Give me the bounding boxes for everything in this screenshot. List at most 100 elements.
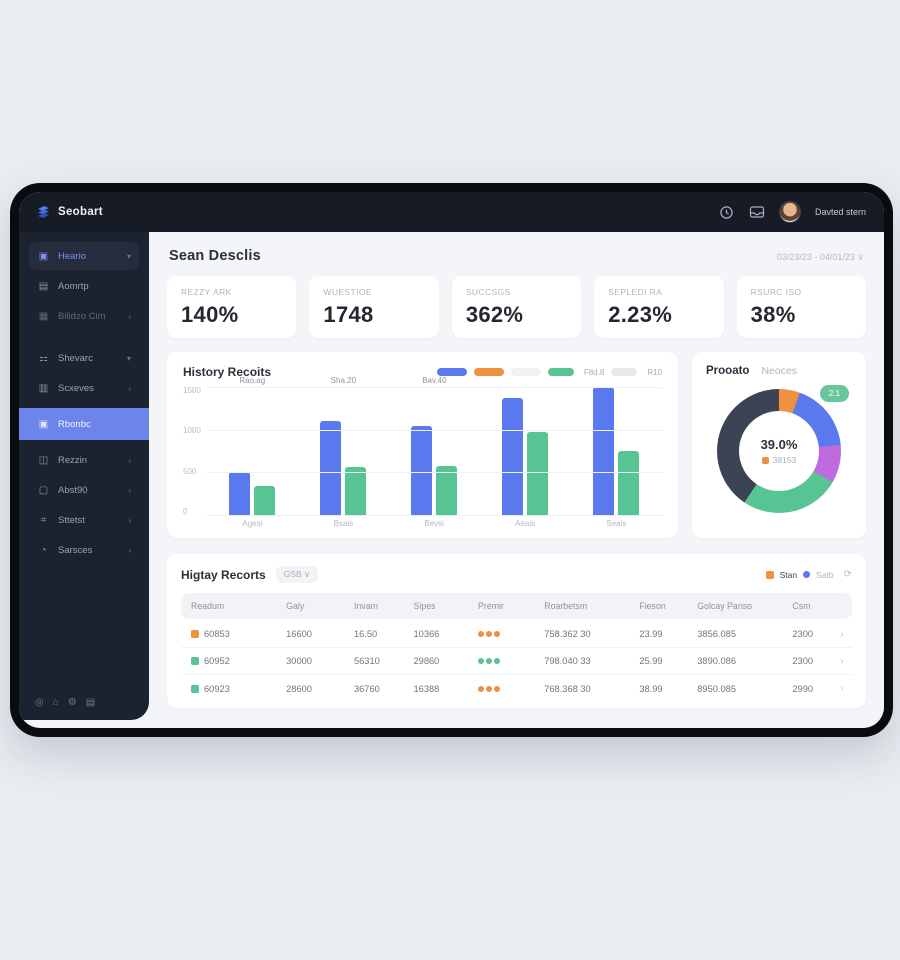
cell-value: 8950.085 <box>697 683 737 694</box>
dot <box>478 685 485 692</box>
column-header: Premir <box>478 601 504 611</box>
legend-pill <box>547 368 574 376</box>
sidebar-item-dashboard[interactable]: ▣ Heario ▾ <box>29 242 139 270</box>
table-legend-label: Stan <box>779 569 798 580</box>
cell-value: 798.040 33 <box>544 656 591 666</box>
main-content: Sean Desclis 03/23/23 - 04/01/23 ∨ REZZY… <box>149 232 884 728</box>
row-chevron-icon[interactable]: › <box>840 628 844 640</box>
sidebar-item-label: Shevarc <box>58 352 93 364</box>
bar-blue-series[interactable] <box>502 398 524 515</box>
table-legend-label: Satb <box>816 569 834 580</box>
table-title: Higtay Recorts <box>181 567 266 582</box>
table-row[interactable]: 60853 16600 16.50 10366 758.362 30 23.99 3856.… <box>181 621 852 648</box>
table-row[interactable]: 60923 28600 36760 16388 768.368 30 38.99 8950.… <box>181 675 852 702</box>
sidebar-item-label: Rezzin <box>58 454 88 466</box>
stat-card-4[interactable]: RSURC ISO 38% <box>736 276 867 338</box>
date-range-picker[interactable]: 03/23/23 - 04/01/23 ∨ <box>776 252 864 262</box>
sidebar-item-statistics[interactable]: ⌗ Sttetst › <box>29 506 139 534</box>
donut-tab-inactive[interactable]: Neoces <box>761 365 798 377</box>
table-row[interactable]: 60952 30000 56310 29860 798.040 33 25.99 3890.… <box>181 648 852 675</box>
sidebar-item-services[interactable]: ◔ Sarsces › <box>29 536 139 564</box>
donut-badge: 2.1 <box>819 385 849 402</box>
sidebar-item-files[interactable]: ◫ Rezzin › <box>29 446 139 474</box>
chevron-icon: › <box>128 311 131 321</box>
documents-icon: ▢ <box>38 484 49 496</box>
cell-value: 3856.085 <box>697 629 737 639</box>
table-legend-square-icon <box>765 570 774 579</box>
inbox-icon[interactable] <box>749 204 765 220</box>
cell-value: 29860 <box>413 656 440 666</box>
search-icon[interactable]: ◎ <box>35 697 44 708</box>
cell-value: 758.362 30 <box>544 629 591 639</box>
cell-id: 60853 <box>181 629 276 639</box>
cell-id: 60923 <box>181 684 276 694</box>
column-header: Fieson <box>639 601 666 611</box>
refresh-icon[interactable]: ⟳ <box>843 569 852 580</box>
clock-icon[interactable] <box>719 204 735 220</box>
dot <box>478 658 485 664</box>
sidebar-item-label: Abst90 <box>58 484 88 496</box>
dot <box>486 685 493 692</box>
sidebar-item-label: Scxeves <box>58 382 94 394</box>
stat-card-0[interactable]: REZZY ARK 140% <box>167 276 297 338</box>
bar-green-series[interactable] <box>254 486 276 515</box>
cell-value: 38.99 <box>639 683 663 694</box>
bar-blue-series[interactable] <box>229 472 251 515</box>
column-header: Readum <box>191 601 225 611</box>
sidebar-item-label: Heario <box>58 250 86 262</box>
sidebar-item-share[interactable]: ⚏ Shevarc ▾ <box>29 344 139 372</box>
bar-green-series[interactable] <box>436 465 458 515</box>
table-filter-dropdown[interactable]: GSB ∨ <box>275 566 319 583</box>
stat-label: REZZY ARK <box>181 287 232 297</box>
row-chevron-icon[interactable]: › <box>840 683 844 694</box>
bar-blue-series[interactable] <box>593 387 615 515</box>
stat-card-3[interactable]: SEPLEDI RA 2.23% <box>594 276 724 338</box>
column-header: Roarbetsm <box>544 601 588 611</box>
services-icon: ◔ <box>40 544 47 556</box>
bar-value-label: Bav.40 <box>422 376 447 385</box>
brand[interactable]: Seobart <box>35 204 103 220</box>
cell-value: 2990 <box>792 683 814 694</box>
sidebar-item-reports[interactable]: ▤ Aomrtp <box>29 272 139 300</box>
column-header: Invam <box>353 601 378 611</box>
billing-icon: ▦ <box>38 310 49 322</box>
donut-center-value: 39.0% <box>760 437 798 452</box>
cell-value: 16388 <box>413 683 440 694</box>
bar-blue-series[interactable] <box>411 426 433 515</box>
y-tick-label: 1500 <box>183 386 201 395</box>
bar-green-series[interactable] <box>527 432 549 515</box>
menu-icon[interactable]: ▤ <box>85 697 96 708</box>
sidebar-item-label: Sttetst <box>58 514 85 526</box>
row-marker-icon <box>191 684 199 693</box>
x-tick-label: Bsais <box>333 519 354 528</box>
donut-tabs: Prooato Neoces <box>706 365 852 377</box>
sidebar-item-label: Bilidzo Cim <box>58 310 106 322</box>
bar-green-series[interactable] <box>345 466 367 515</box>
row-chevron-icon[interactable]: › <box>840 655 844 667</box>
share-icon: ⚏ <box>39 352 48 364</box>
status-dots-icon <box>478 685 501 692</box>
bar-group <box>593 387 640 515</box>
cell-value: 56310 <box>353 656 380 666</box>
sidebar-item-sources[interactable]: ▥ Scxeves › <box>29 374 139 402</box>
sidebar-item-documents[interactable]: ▢ Abst90 › <box>29 476 139 504</box>
sidebar-item-records[interactable]: ▣ Rbonbc <box>19 408 149 440</box>
settings-icon[interactable]: ⚙ <box>67 697 77 708</box>
bar-green-series[interactable] <box>618 451 640 515</box>
row-marker-icon <box>191 657 199 665</box>
table-legend-dot-icon <box>803 571 811 578</box>
bar-group: Rao.ag <box>229 376 276 515</box>
stat-card-2[interactable]: SUCCSGS 362% <box>451 276 582 338</box>
dot <box>494 631 501 637</box>
avatar[interactable] <box>778 201 801 223</box>
home-icon[interactable]: ⌂ <box>52 697 59 708</box>
sidebar-item-billing[interactable]: ▦ Bilidzo Cim › <box>29 302 139 330</box>
bar-blue-series[interactable] <box>320 421 342 515</box>
sources-icon: ▥ <box>38 382 49 394</box>
sidebar: ▣ Heario ▾ ▤ Aomrtp ▦ Bilidzo Cim › ⚏ Shevarc ▾ ▥ Sc… <box>19 232 149 720</box>
legend-label: R10 <box>647 367 662 377</box>
stat-label: SEPLEDI RA <box>608 287 663 297</box>
sidebar-item-label: Sarsces <box>58 544 93 556</box>
donut-tab-active[interactable]: Prooato <box>706 365 750 377</box>
stat-card-1[interactable]: WUESTIOE 1748 <box>309 276 439 338</box>
